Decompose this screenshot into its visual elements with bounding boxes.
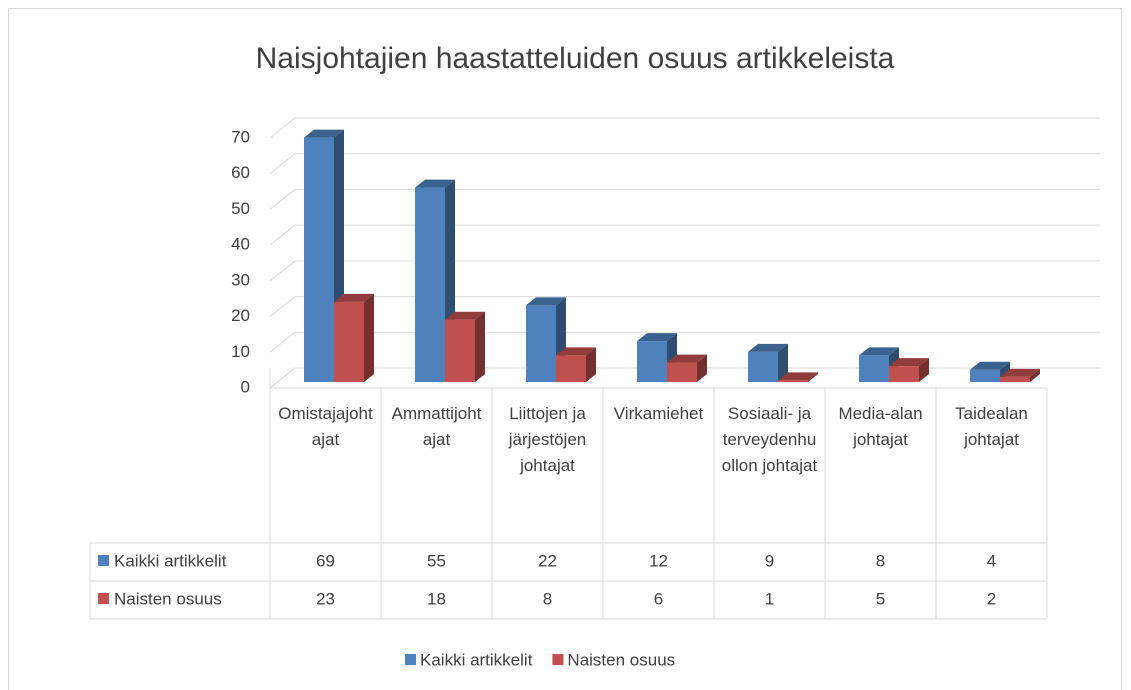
- bar-side: [808, 372, 818, 382]
- bar: [334, 301, 364, 382]
- table-row-label: Kaikki artikkelit: [114, 551, 227, 570]
- table-value: 8: [876, 551, 885, 570]
- chart-title: Naisjohtajien haastatteluiden osuus arti…: [256, 42, 895, 75]
- table-key: [98, 593, 109, 604]
- bar-top: [334, 293, 374, 302]
- table-value: 2: [987, 589, 996, 608]
- grid-line-side: [269, 367, 296, 389]
- bar: [415, 187, 445, 382]
- table-value: 12: [649, 551, 668, 570]
- table-value: 23: [316, 589, 335, 608]
- bar: [667, 362, 697, 382]
- table-value: 22: [538, 551, 557, 570]
- bar: [556, 355, 586, 382]
- bar: [748, 351, 778, 382]
- bar: [304, 137, 334, 382]
- bar-top: [889, 358, 929, 367]
- x-tick-label: Liittojen ja järjestöjen johtajat: [508, 404, 587, 475]
- table-key: [98, 555, 109, 566]
- grid-line-side: [269, 296, 296, 317]
- table-row-label: Naisten osuus: [114, 589, 222, 608]
- bar-top: [556, 347, 596, 356]
- bar-side: [586, 347, 596, 382]
- table-value: 9: [765, 551, 774, 570]
- bar-top: [637, 333, 677, 342]
- y-tick-label: 10: [231, 342, 250, 361]
- x-tick-label: Sosiaali- ja terveydenhu ollon johtajat: [722, 404, 818, 475]
- bar-top: [667, 354, 707, 363]
- x-tick-label: Media-alan johtajat: [838, 404, 922, 449]
- bar-top: [304, 129, 344, 138]
- grid-line-side: [269, 224, 296, 246]
- bar-top: [415, 179, 455, 188]
- grid-line-side: [269, 331, 296, 353]
- x-tick-label: Virkamiehet: [614, 404, 704, 423]
- x-tick-label: Taidealan johtajat: [955, 404, 1028, 449]
- table-value: 8: [543, 589, 552, 608]
- x-tick-label: Ammattijoht ajat: [392, 404, 482, 449]
- bar: [637, 341, 667, 382]
- legend-key: [405, 654, 416, 665]
- table-value: 55: [427, 551, 446, 570]
- x-tick-label: Omistajajoht ajat: [278, 404, 373, 449]
- y-tick-label: 0: [241, 377, 250, 396]
- bar-top: [1000, 368, 1040, 377]
- bar-side: [364, 293, 374, 382]
- bar: [1000, 376, 1030, 382]
- bar-side: [1030, 368, 1040, 382]
- table-value: 18: [427, 589, 446, 608]
- y-tick-label: 60: [231, 163, 250, 182]
- bar-top: [445, 311, 485, 320]
- table-value: 5: [876, 589, 885, 608]
- y-tick-label: 40: [231, 235, 250, 254]
- bar: [859, 355, 889, 382]
- grid-line-side: [269, 117, 296, 139]
- bar: [889, 366, 919, 382]
- grid-line-side: [269, 189, 296, 210]
- y-tick-label: 70: [231, 127, 250, 146]
- y-tick-label: 20: [231, 306, 250, 325]
- chart-frame: [8, 8, 1122, 690]
- bar: [445, 319, 475, 382]
- grid-line-side: [269, 260, 296, 282]
- table-value: 4: [987, 551, 996, 570]
- bar-side: [919, 358, 929, 382]
- legend-label: Kaikki artikkelit: [420, 650, 533, 669]
- bar-side: [778, 343, 788, 382]
- bar-side: [697, 354, 707, 382]
- bar: [970, 369, 1000, 382]
- table-value: 1: [765, 589, 774, 608]
- bar-top: [526, 297, 566, 306]
- table-value: 6: [654, 589, 663, 608]
- bar-top: [970, 361, 1010, 370]
- bar: [526, 305, 556, 382]
- bar: [778, 380, 808, 382]
- grid-line-side: [269, 153, 296, 175]
- y-tick-label: 50: [231, 199, 250, 218]
- legend-label: Naisten osuus: [567, 650, 675, 669]
- table-value: 69: [316, 551, 335, 570]
- bar-top: [859, 347, 899, 356]
- bar-top: [778, 372, 818, 381]
- legend-key: [552, 654, 564, 665]
- bar-top: [748, 343, 788, 352]
- bar-side: [475, 311, 485, 382]
- y-tick-label: 30: [231, 270, 250, 289]
